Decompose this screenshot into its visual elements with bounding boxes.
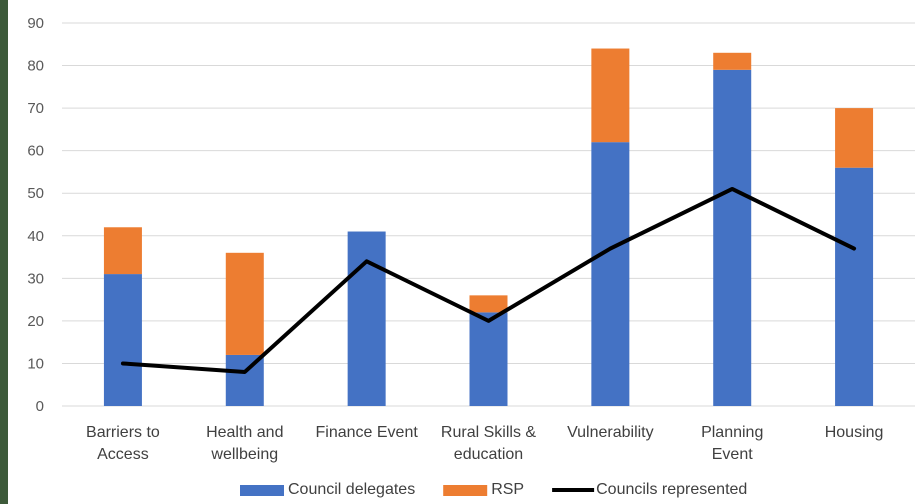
bar-council-delegates [225,354,264,406]
bar-rsp [469,295,508,313]
x-category-label: Planning [701,424,763,441]
legend-swatch [443,485,488,496]
y-tick-label: 40 [27,228,44,245]
legend-label: RSP [491,481,524,498]
bars [103,48,874,407]
x-category-label: wellbeing [210,446,278,463]
bar-council-delegates [103,274,142,406]
y-tick-label: 70 [27,100,44,117]
legend-label: Council delegates [288,481,415,498]
x-category-label: Barriers to [86,424,160,441]
x-category-label: Health and [206,424,283,441]
y-tick-label: 20 [27,313,44,330]
y-tick-label: 30 [27,270,44,287]
bar-rsp [835,108,874,168]
y-axis: 0 10 20 30 40 50 60 70 80 90 [27,15,44,415]
y-tick-label: 80 [27,58,44,75]
x-category-label: Rural Skills & [441,424,536,441]
bar-rsp [713,52,752,70]
bar-council-delegates [835,167,874,406]
bar-council-delegates [347,231,386,406]
y-tick-label: 60 [27,143,44,160]
x-axis: Barriers to Access Health and wellbeing Fina… [86,424,883,463]
left-border [0,0,8,504]
y-tick-label: 90 [27,15,44,32]
bar-council-delegates [469,312,508,406]
legend: Council delegates RSP Councils represented [240,481,747,498]
x-category-label: education [454,446,523,463]
y-tick-label: 0 [36,398,44,415]
line-series [120,186,857,374]
x-category-label: Finance Event [316,424,419,441]
y-tick-label: 10 [27,355,44,372]
bar-rsp [225,252,264,355]
gridlines [62,22,915,407]
y-tick-label: 50 [27,185,44,202]
bar-rsp [103,227,142,275]
x-category-label: Access [97,446,149,463]
legend-swatch [240,485,284,496]
x-category-label: Event [712,446,753,463]
bar-rsp [591,48,630,143]
bar-council-delegates [713,69,752,407]
x-category-label: Housing [825,424,884,441]
x-category-label: Vulnerability [567,424,654,441]
bar-council-delegates [591,142,630,406]
legend-label: Councils represented [596,481,747,498]
